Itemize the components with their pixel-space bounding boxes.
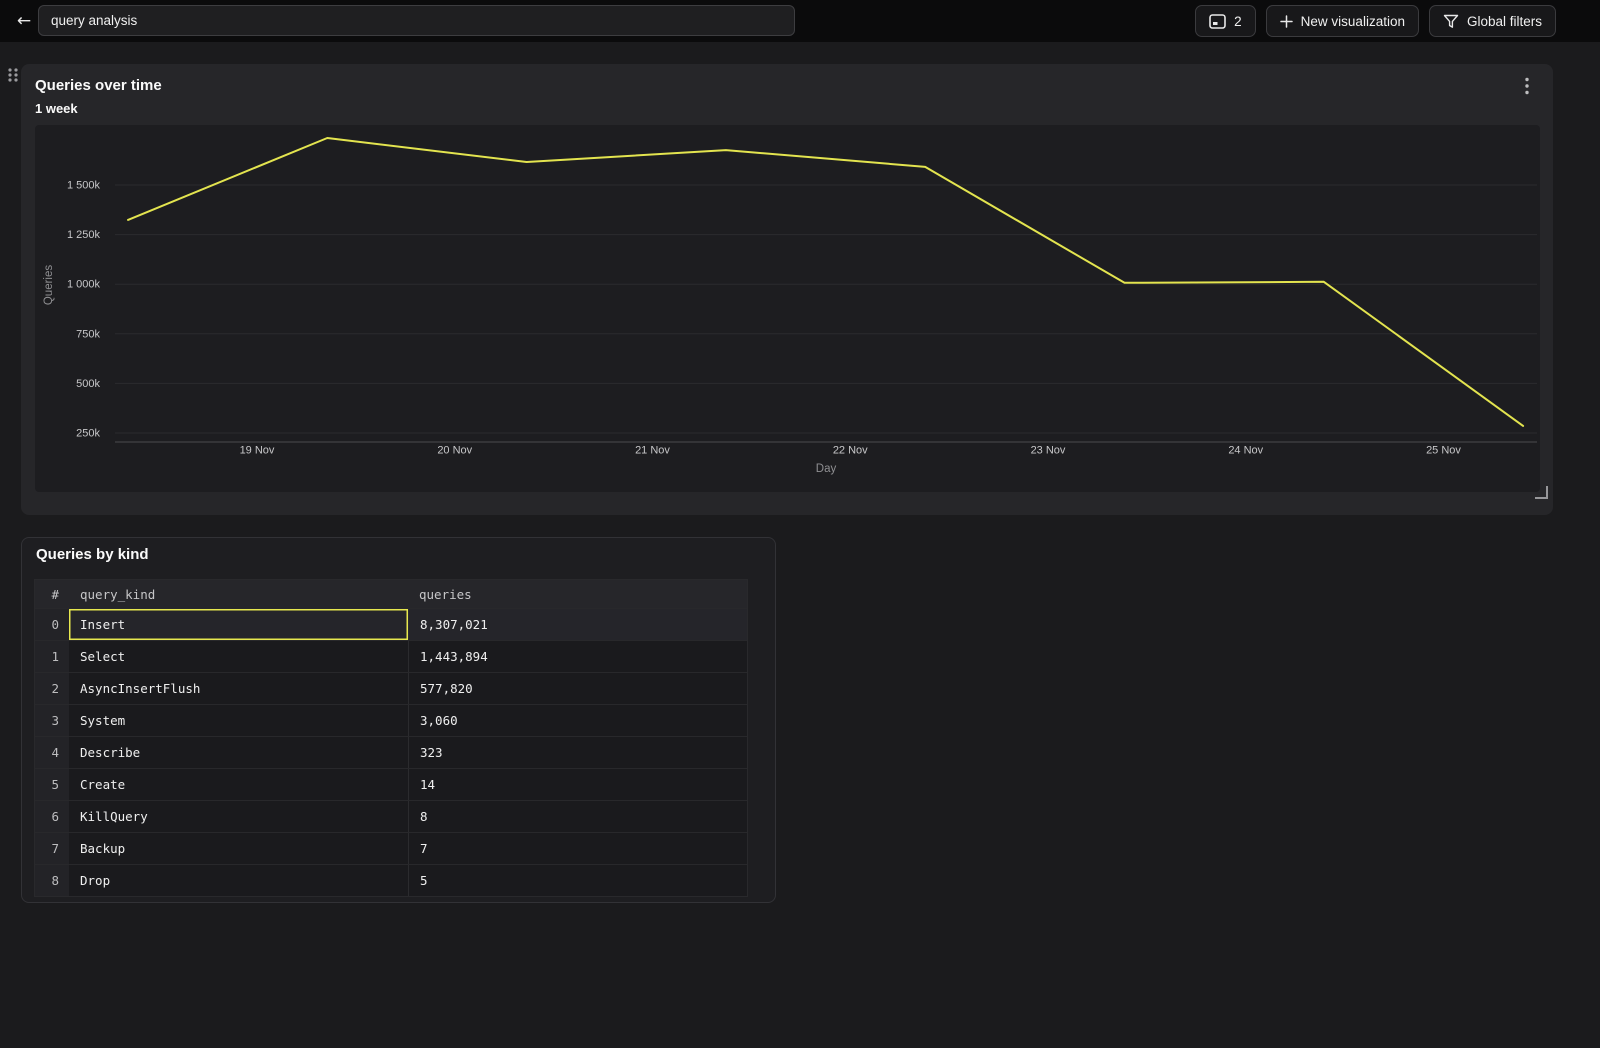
- plus-icon: [1279, 14, 1293, 28]
- y-tick-label: 1 250k: [67, 229, 101, 241]
- row-index-cell: 0: [35, 609, 69, 640]
- row-index-cell: 4: [35, 737, 69, 768]
- query-kind-cell[interactable]: Describe: [80, 745, 141, 760]
- chart-panel-subtitle: 1 week: [35, 101, 78, 116]
- row-index-cell: 5: [35, 769, 69, 800]
- table-row[interactable]: 8 Drop 5: [35, 864, 747, 896]
- queries-over-time-panel: Queries over time 1 week 1 500k 1 250k 1 0…: [21, 64, 1553, 515]
- query-kind-cell[interactable]: Drop: [80, 873, 111, 888]
- table-body: 0 Insert 8,307,021 1 Select 1,443,894 2 AsyncIn…: [35, 608, 747, 896]
- panel-resize-handle[interactable]: [1535, 486, 1548, 499]
- table-row[interactable]: 4 Describe 323: [35, 736, 747, 768]
- table-panel-title: Queries by kind: [36, 546, 149, 563]
- x-tick-label: 21 Nov: [635, 445, 670, 457]
- results-table: # query_kind queries 0 Insert 8,307,021 1 Se…: [34, 579, 748, 897]
- x-tick-label: 25 Nov: [1426, 445, 1461, 457]
- table-row[interactable]: 0 Insert 8,307,021: [35, 608, 747, 640]
- queries-cell[interactable]: 14: [408, 769, 747, 800]
- y-tick-label: 1 500k: [67, 180, 101, 192]
- back-button[interactable]: ←: [10, 7, 38, 35]
- global-filters-button[interactable]: Global filters: [1428, 5, 1556, 37]
- query-kind-cell[interactable]: Create: [80, 777, 126, 792]
- queries-cell[interactable]: 5: [408, 865, 747, 896]
- dashboard-name-input[interactable]: [38, 5, 795, 36]
- chart-plot-area: 1 500k 1 250k 1 000k 750k 500k 250k 19 Nov 20 N…: [35, 125, 1540, 492]
- queries-by-kind-panel: Queries by kind # query_kind queries 0 In…: [21, 537, 776, 903]
- table-row[interactable]: 1 Select 1,443,894: [35, 640, 747, 672]
- queries-cell[interactable]: 7: [408, 833, 747, 864]
- query-kind-cell[interactable]: KillQuery: [80, 809, 148, 824]
- console-panels-button[interactable]: 2: [1195, 5, 1256, 37]
- topbar-actions: 2 New visualization Global filters: [1195, 5, 1556, 37]
- row-index-cell: 3: [35, 705, 69, 736]
- table-row[interactable]: 5 Create 14: [35, 768, 747, 800]
- x-tick-label: 23 Nov: [1031, 445, 1066, 457]
- new-visualization-label: New visualization: [1300, 13, 1405, 29]
- x-tick-label: 24 Nov: [1228, 445, 1263, 457]
- query-kind-cell[interactable]: Insert: [69, 609, 408, 640]
- queries-cell[interactable]: 577,820: [408, 673, 747, 704]
- table-row[interactable]: 2 AsyncInsertFlush 577,820: [35, 672, 747, 704]
- queries-cell[interactable]: 8,307,021: [408, 609, 747, 640]
- drag-handle-icon[interactable]: [7, 67, 19, 83]
- queries-cell[interactable]: 1,443,894: [408, 641, 747, 672]
- row-index-cell: 1: [35, 641, 69, 672]
- query-kind-cell[interactable]: Select: [80, 649, 126, 664]
- y-tick-label: 500k: [76, 378, 100, 390]
- panel-menu-button[interactable]: [1519, 77, 1535, 95]
- column-header-queries[interactable]: queries: [419, 586, 472, 602]
- y-tick-label: 250k: [76, 428, 100, 440]
- kebab-menu-icon: [1525, 77, 1529, 95]
- back-arrow-icon: ←: [16, 11, 32, 31]
- new-visualization-button[interactable]: New visualization: [1265, 5, 1419, 37]
- queries-cell[interactable]: 323: [408, 737, 747, 768]
- queries-cell[interactable]: 3,060: [408, 705, 747, 736]
- top-bar: ← 2 New visualization Global: [0, 0, 1600, 42]
- x-tick-label: 20 Nov: [437, 445, 472, 457]
- y-tick-label: 750k: [76, 328, 100, 340]
- query-kind-cell[interactable]: System: [80, 713, 126, 728]
- filter-funnel-icon: [1443, 14, 1459, 28]
- table-row[interactable]: 7 Backup 7: [35, 832, 747, 864]
- global-filters-label: Global filters: [1466, 13, 1542, 29]
- x-tick-label: 19 Nov: [240, 445, 275, 457]
- console-count: 2: [1234, 13, 1242, 29]
- row-index-cell: 2: [35, 673, 69, 704]
- column-header-index: #: [51, 586, 59, 602]
- console-window-icon: [1209, 13, 1226, 29]
- row-index-cell: 6: [35, 801, 69, 832]
- query-kind-cell[interactable]: Backup: [80, 841, 126, 856]
- table-row[interactable]: 3 System 3,060: [35, 704, 747, 736]
- chart-line: [127, 137, 1525, 427]
- x-axis-title: Day: [816, 463, 837, 475]
- column-header-query-kind[interactable]: query_kind: [80, 586, 156, 602]
- y-tick-label: 1 000k: [67, 279, 101, 291]
- y-axis-title: Queries: [43, 265, 55, 306]
- query-kind-cell[interactable]: AsyncInsertFlush: [80, 681, 201, 696]
- row-index-cell: 8: [35, 865, 69, 896]
- x-tick-label: 22 Nov: [833, 445, 868, 457]
- queries-over-time-chart[interactable]: 1 500k 1 250k 1 000k 750k 500k 250k 19 Nov 20 N…: [35, 125, 1540, 492]
- table-row[interactable]: 6 KillQuery 8: [35, 800, 747, 832]
- table-header-row: # query_kind queries: [35, 580, 747, 608]
- row-index-cell: 7: [35, 833, 69, 864]
- chart-panel-title: Queries over time: [35, 77, 162, 94]
- queries-cell[interactable]: 8: [408, 801, 747, 832]
